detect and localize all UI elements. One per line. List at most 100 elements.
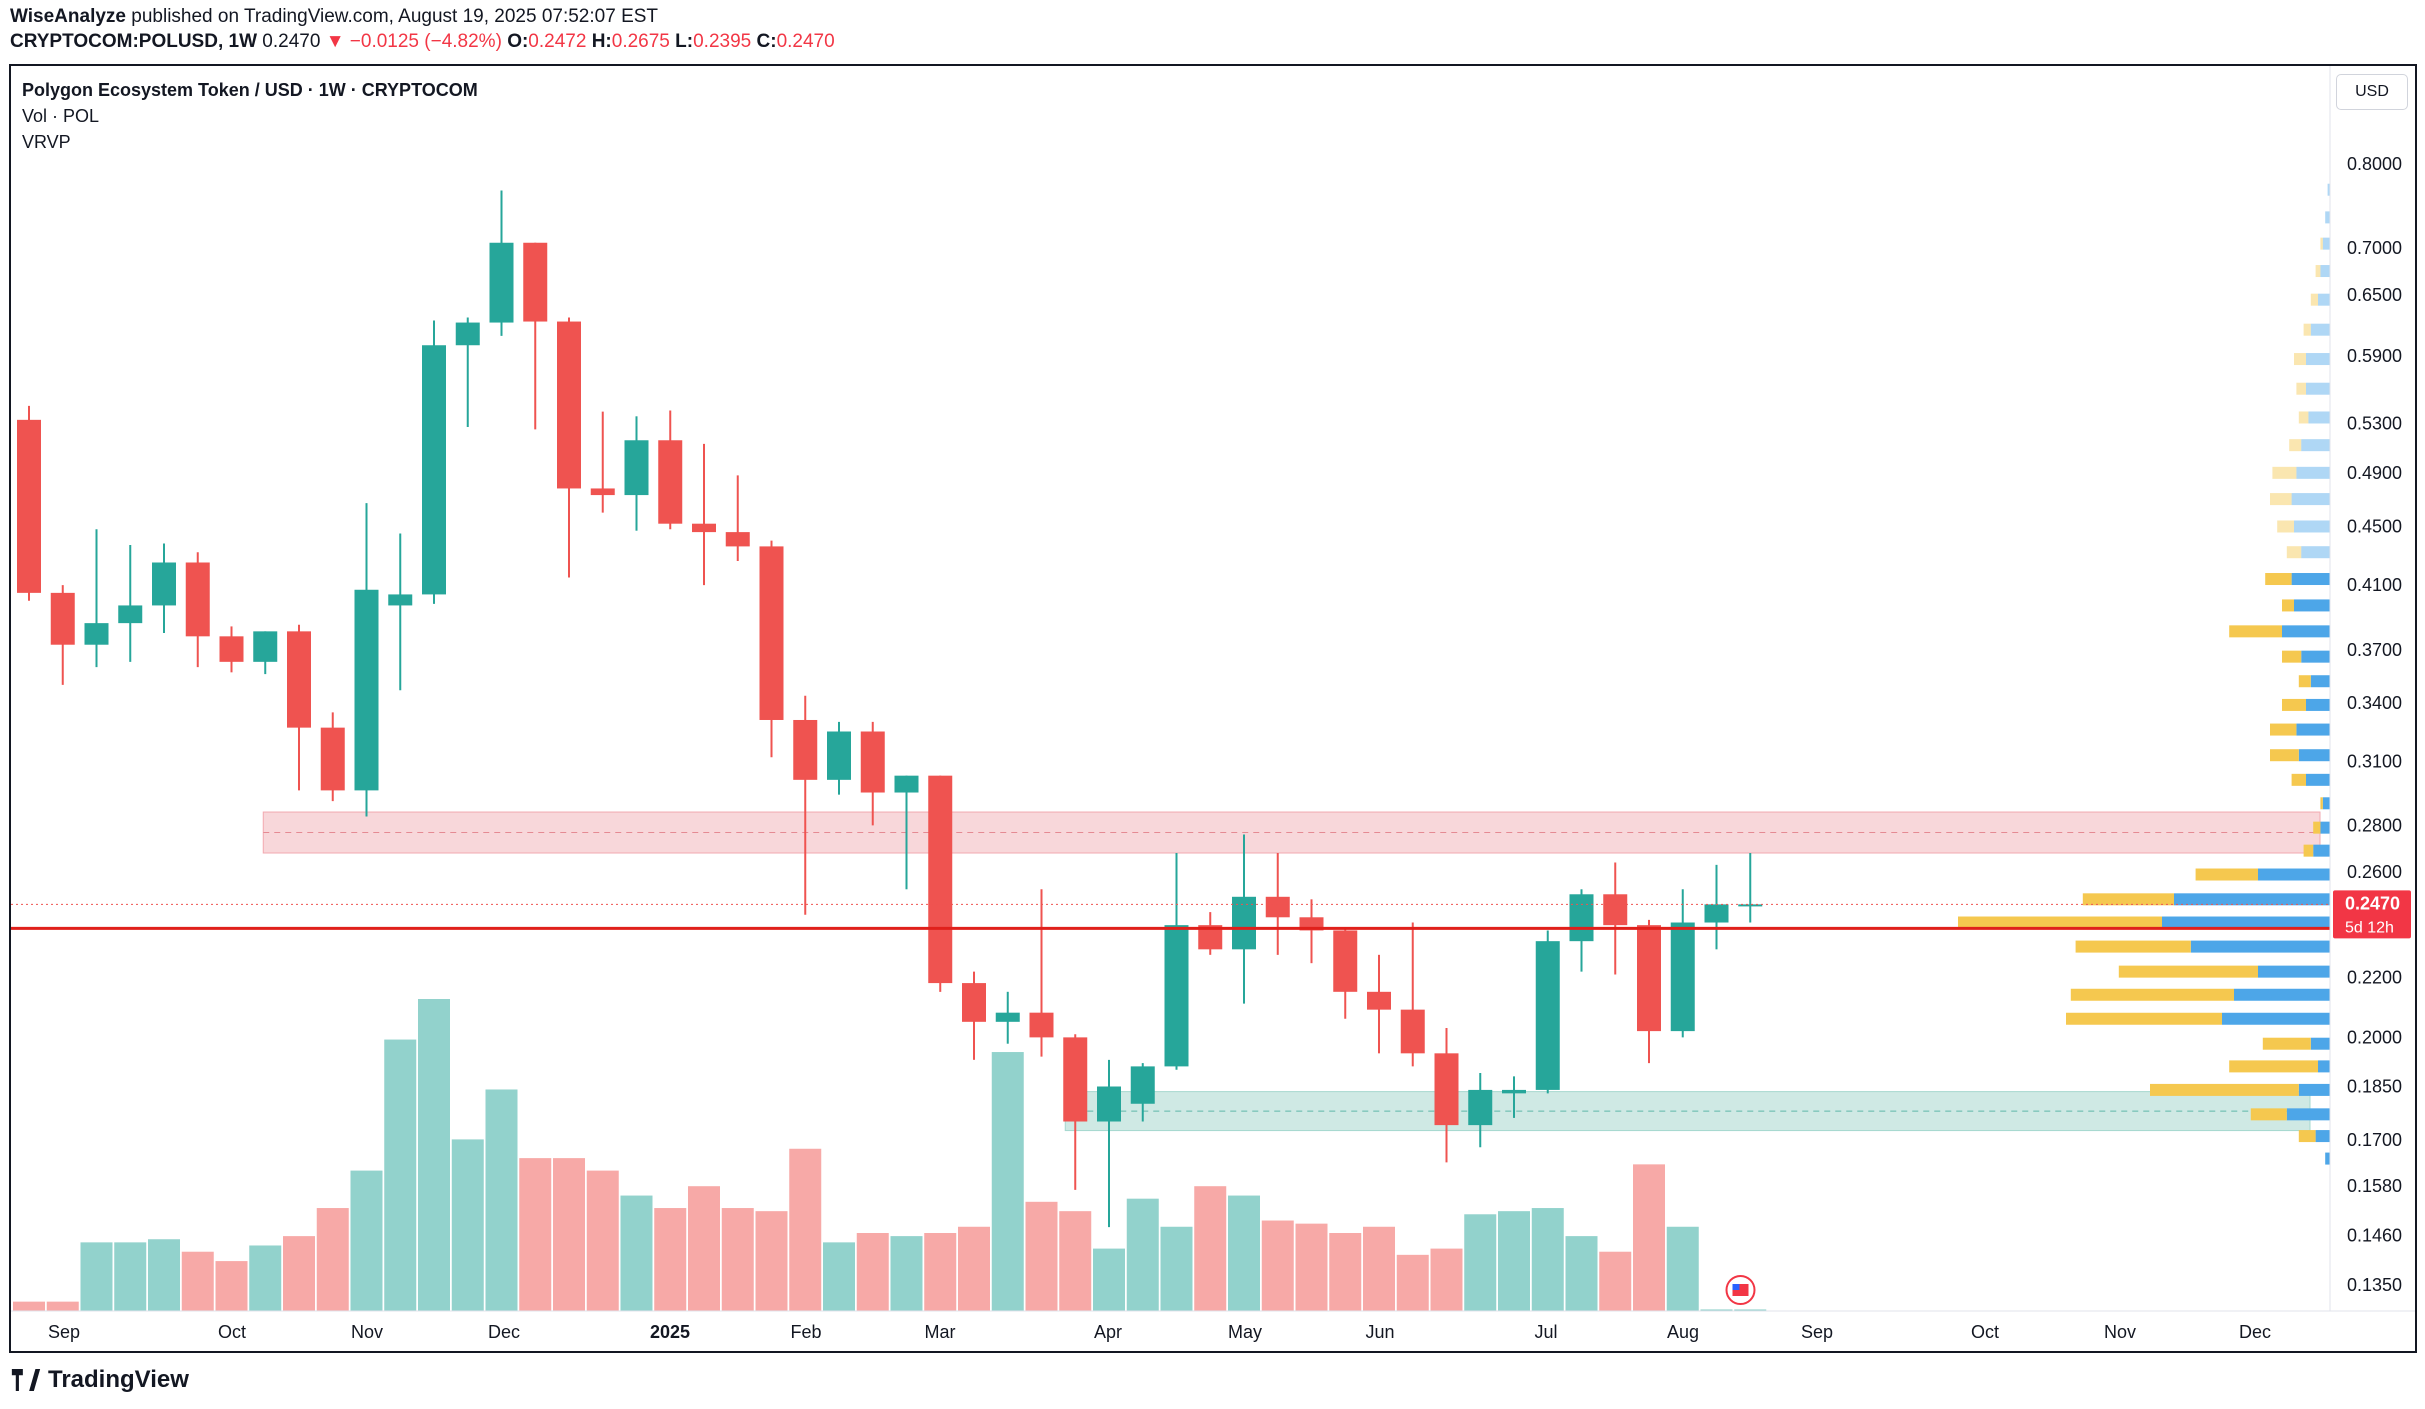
vp-row-up	[2308, 411, 2330, 424]
flag-canton-icon	[1732, 1284, 1740, 1290]
candle-body	[1164, 925, 1189, 1067]
price-tick-label: 0.1460	[2347, 1226, 2402, 1246]
volume-bar	[13, 1301, 45, 1311]
candle-body	[118, 605, 143, 624]
volume-bar	[249, 1245, 282, 1311]
vp-row-up	[2294, 599, 2330, 612]
candle-body	[793, 719, 818, 780]
candle-body	[354, 589, 379, 791]
chart-frame	[9, 64, 2417, 1353]
high-value: 0.2675	[611, 31, 670, 52]
vp-row-down	[2303, 844, 2314, 857]
low-label: L:	[675, 31, 694, 52]
candle-body	[523, 242, 548, 322]
volume-bar	[1464, 1214, 1497, 1311]
candle-body	[1738, 904, 1763, 907]
vp-row-down	[2082, 893, 2174, 906]
candle-body	[320, 727, 345, 791]
volume-bar	[1396, 1254, 1429, 1311]
vp-row-up	[2174, 893, 2330, 906]
open-label: O:	[507, 31, 529, 52]
time-tick-label: Dec	[488, 1322, 520, 1342]
vp-row-up	[2306, 382, 2330, 395]
vp-row-down	[2296, 382, 2306, 395]
candle-body	[1367, 991, 1391, 1010]
candle-body	[1535, 941, 1560, 1090]
candle-body	[455, 322, 480, 346]
candle-body	[860, 731, 885, 793]
volume-bar	[1700, 1309, 1733, 1311]
vp-row-down	[2298, 411, 2309, 424]
vp-row-up	[2315, 1130, 2330, 1143]
vp-row-up	[2310, 1037, 2330, 1050]
volume-bar	[1228, 1195, 1260, 1311]
volume-bar	[316, 1208, 349, 1311]
vp-row-up	[2301, 650, 2330, 663]
volume-bar	[586, 1170, 619, 1311]
vp-row-up	[2291, 493, 2330, 506]
volume-bar	[350, 1170, 383, 1311]
volume-bar	[114, 1242, 147, 1311]
countdown-tag: 5d 12h	[2345, 919, 2394, 936]
volume-bar	[823, 1242, 855, 1311]
candle-body	[928, 775, 953, 984]
price-tick-label: 0.4500	[2347, 516, 2402, 536]
candle-body	[1097, 1086, 1121, 1122]
price-tick-label: 0.7000	[2347, 238, 2402, 258]
price-axis: 0.8000 0.7000 0.6500 0.5900 0.5300 0.4900 0.45…	[2347, 154, 2402, 1295]
vp-row-down	[2282, 650, 2302, 663]
candle-body	[1265, 896, 1290, 918]
volume-legend[interactable]: Vol · POL	[22, 106, 100, 126]
zones-layer	[262, 811, 2321, 1132]
price-tick-label: 0.8000	[2347, 154, 2402, 174]
candle-body	[590, 488, 615, 496]
vp-row-up	[2291, 573, 2330, 586]
volume-bar	[148, 1239, 180, 1311]
candle-body	[1704, 904, 1729, 923]
close-label: C:	[756, 31, 777, 52]
volume-profile-layer	[1958, 183, 2330, 1165]
vrvp-legend[interactable]: VRVP	[22, 132, 71, 152]
time-tick-label: Nov	[351, 1322, 383, 1342]
volume-bar	[485, 1089, 518, 1311]
price-tick-label: 0.3100	[2347, 751, 2402, 771]
last-price-badge	[2333, 890, 2411, 939]
brand-name: TradingView	[48, 1366, 189, 1393]
candle-body	[658, 440, 683, 524]
vp-row-down	[2289, 439, 2302, 452]
volume-bar	[890, 1236, 923, 1311]
vp-row-down	[2272, 466, 2297, 479]
vp-row-down	[2277, 520, 2294, 533]
volume-bar	[1025, 1201, 1058, 1311]
footer-brand[interactable]: TradingView	[10, 1366, 189, 1394]
time-tick-label: Aug	[1667, 1322, 1699, 1342]
volume-bar	[1666, 1226, 1699, 1311]
last-price-tag: 0.2470	[2345, 893, 2400, 913]
candle-body	[1400, 1009, 1425, 1054]
vp-row-up	[2222, 1012, 2330, 1025]
candle-body	[388, 594, 413, 606]
publish-info: WiseAnalyze published on TradingView.com…	[10, 6, 658, 28]
vp-row-up	[2296, 466, 2330, 479]
volume-bar	[1599, 1251, 1632, 1311]
candle-body	[422, 345, 446, 595]
currency-button[interactable]: USD	[2336, 74, 2408, 110]
vp-row-up	[2313, 844, 2330, 857]
volume-bar	[215, 1261, 248, 1311]
vp-row-up	[2306, 773, 2330, 786]
time-tick-label: Sep	[48, 1322, 80, 1342]
price-tick-label: 0.2200	[2347, 967, 2402, 987]
vp-row-up	[2286, 1108, 2330, 1121]
volume-bar	[1633, 1164, 1665, 1311]
vp-row-down	[2270, 493, 2292, 506]
volume-bar	[283, 1236, 315, 1311]
price-tick-label: 0.3700	[2347, 640, 2402, 660]
candle-body	[557, 321, 581, 489]
vp-row-down	[2270, 723, 2297, 736]
symbol-label: CRYPTOCOM:POLUSD, 1W	[10, 31, 258, 52]
volume-bar	[80, 1242, 113, 1311]
vp-row-up	[2306, 353, 2330, 366]
vp-row-down	[2282, 599, 2294, 612]
vp-row-down	[2195, 868, 2258, 881]
